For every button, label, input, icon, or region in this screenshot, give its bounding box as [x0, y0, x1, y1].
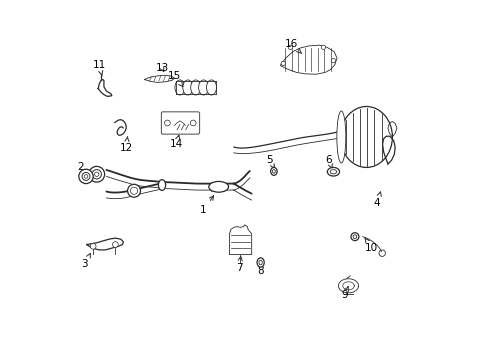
Ellipse shape [350, 233, 358, 240]
Ellipse shape [326, 167, 339, 176]
Text: 5: 5 [266, 155, 274, 168]
Polygon shape [161, 112, 199, 134]
Ellipse shape [198, 80, 208, 95]
Circle shape [112, 242, 118, 247]
Circle shape [89, 166, 104, 182]
Ellipse shape [190, 80, 201, 95]
Text: 13: 13 [155, 63, 168, 73]
Text: 9: 9 [341, 287, 348, 300]
Circle shape [94, 172, 99, 176]
Polygon shape [144, 75, 174, 82]
Circle shape [130, 187, 137, 194]
Ellipse shape [352, 235, 356, 238]
Circle shape [79, 169, 93, 184]
Circle shape [378, 250, 385, 256]
Text: 4: 4 [373, 192, 381, 208]
Circle shape [321, 45, 325, 49]
Circle shape [281, 61, 285, 66]
Ellipse shape [329, 170, 336, 174]
Ellipse shape [272, 170, 275, 173]
Ellipse shape [336, 111, 345, 163]
Circle shape [164, 120, 170, 126]
Ellipse shape [158, 180, 165, 190]
Ellipse shape [340, 107, 392, 167]
Ellipse shape [206, 80, 216, 95]
Text: 8: 8 [257, 262, 264, 276]
Ellipse shape [270, 167, 277, 175]
Circle shape [84, 175, 88, 178]
Circle shape [287, 45, 292, 49]
Circle shape [127, 184, 140, 197]
Text: 7: 7 [235, 256, 242, 273]
Text: 14: 14 [169, 135, 183, 149]
Circle shape [90, 243, 96, 249]
Polygon shape [280, 45, 336, 74]
Text: 16: 16 [284, 39, 301, 53]
Polygon shape [229, 225, 251, 255]
Text: 11: 11 [92, 60, 106, 76]
Ellipse shape [208, 181, 228, 192]
Text: 10: 10 [364, 238, 378, 253]
Circle shape [190, 120, 196, 126]
Circle shape [330, 58, 335, 63]
Ellipse shape [259, 260, 262, 265]
Text: 15: 15 [167, 71, 183, 87]
Text: 6: 6 [325, 155, 332, 168]
Ellipse shape [183, 80, 192, 95]
Text: 1: 1 [200, 196, 213, 216]
Text: 12: 12 [119, 137, 133, 153]
Ellipse shape [175, 80, 184, 95]
Circle shape [82, 172, 90, 180]
Circle shape [92, 170, 101, 179]
Text: 2: 2 [77, 162, 88, 176]
Text: 3: 3 [81, 253, 90, 269]
Ellipse shape [257, 258, 264, 267]
